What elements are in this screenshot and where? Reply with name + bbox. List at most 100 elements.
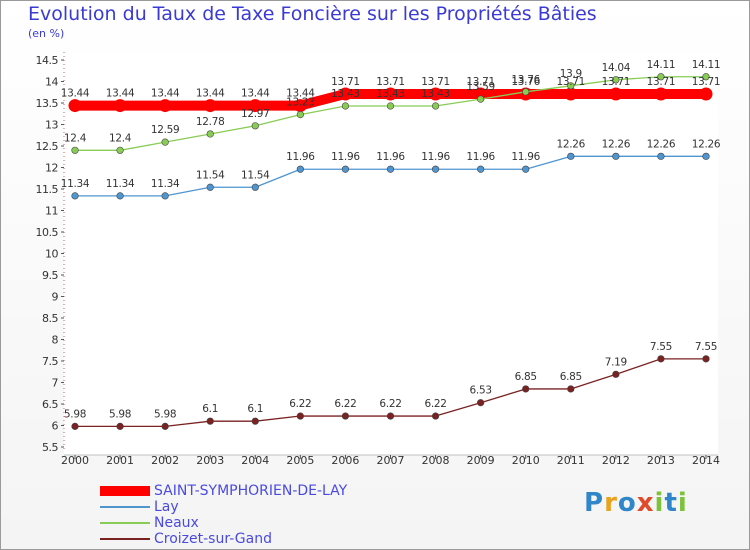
data-point [567,82,575,90]
data-point [386,165,395,173]
data-point [116,192,124,200]
data-point [657,355,665,363]
data-label: 11.96 [421,151,450,163]
data-label: 12.59 [151,124,180,136]
data-label: 13.59 [466,81,495,93]
y-tick-label: 13.5 [36,97,59,110]
x-tick-label: 2002 [151,454,179,467]
y-tick-label: 11.5 [36,183,59,196]
data-point [158,99,172,113]
data-point [522,165,530,173]
legend-swatch [100,486,150,496]
data-point [248,99,262,113]
data-label: 6.22 [379,398,401,410]
data-label: 13.71 [421,76,450,88]
data-label: 12.97 [241,108,270,120]
data-label: 13.43 [376,88,405,100]
legend-label: Lay [154,499,179,515]
data-label: 13.44 [61,88,90,100]
data-point [431,412,440,420]
x-tick-label: 2007 [377,454,405,467]
data-point [251,417,259,425]
data-point [296,412,304,420]
data-label: 14.11 [692,59,721,71]
y-tick-label: 9.5 [42,269,58,282]
data-point [338,87,352,101]
data-label: 5.98 [154,408,176,420]
data-label: 6.22 [289,398,311,410]
data-point [116,422,124,430]
y-tick-label: 14.5 [36,54,59,67]
data-point [522,88,530,96]
data-point [522,385,530,393]
y-tick-label: 12 [45,162,58,175]
data-label: 13.44 [196,88,225,100]
data-point [429,87,443,101]
chart-unit-label: (en %) [28,27,65,40]
data-label: 12.4 [109,132,132,144]
data-point [251,122,259,130]
data-point [431,165,440,173]
data-point [206,417,214,425]
x-tick-label: 2001 [106,454,134,467]
data-point [702,152,710,160]
legend-swatch [100,522,150,524]
data-label: 12.26 [602,138,631,150]
legend-item: Neaux [100,515,347,531]
data-label: 11.34 [151,178,180,190]
proxiti-logo: Proxiti [584,488,688,518]
data-point [296,165,304,173]
data-label: 13.44 [241,88,270,100]
y-tick-label: 12.5 [36,140,59,153]
data-label: 12.26 [692,138,721,150]
data-point [71,422,79,430]
data-point [341,102,350,110]
data-point [296,111,304,119]
data-point [341,165,350,173]
data-point [654,87,668,101]
legend-label: SAINT-SYMPHORIEN-DE-LAY [154,483,348,499]
data-label: 13.23 [286,97,315,109]
data-point [612,152,620,160]
data-point [657,152,665,160]
data-label: 13.71 [376,76,405,88]
legend-item: Croizet-sur-Gand [100,531,347,547]
data-label: 12.26 [557,138,586,150]
data-label: 13.71 [557,76,586,88]
legend-item: SAINT-SYMPHORIEN-DE-LAY [100,483,347,499]
data-point [116,146,124,154]
data-label: 13.71 [692,76,721,88]
data-label: 6.22 [334,398,356,410]
data-point [386,412,395,420]
y-tick-label: 10.5 [36,226,59,239]
data-label: 13.9 [560,68,582,80]
data-point [251,183,259,191]
data-point [657,73,665,81]
data-point [386,102,395,110]
data-label: 13.71 [466,76,495,88]
data-label: 13.71 [331,76,360,88]
y-tick-label: 9 [52,291,59,304]
y-tick-label: 13 [45,119,58,132]
data-point [702,355,710,363]
data-point [203,99,217,113]
x-tick-label: 2009 [467,454,495,467]
data-point [431,102,440,110]
y-tick-label: 6 [52,420,59,433]
data-point [477,95,485,103]
data-label: 13.76 [511,74,540,86]
x-tick-label: 2014 [692,454,720,467]
data-label: 11.96 [511,151,540,163]
x-tick-label: 2012 [602,454,630,467]
data-point [71,146,79,154]
y-tick-label: 8 [52,334,59,347]
y-tick-label: 10 [45,248,58,261]
chart-title: Evolution du Taux de Taxe Foncière sur l… [28,3,597,25]
data-point [113,99,127,113]
data-label: 11.54 [241,169,270,181]
y-tick-label: 11 [45,205,58,218]
legend-label: Neaux [154,515,199,531]
data-label: 7.55 [650,341,672,353]
logo-letter: r [604,488,618,518]
